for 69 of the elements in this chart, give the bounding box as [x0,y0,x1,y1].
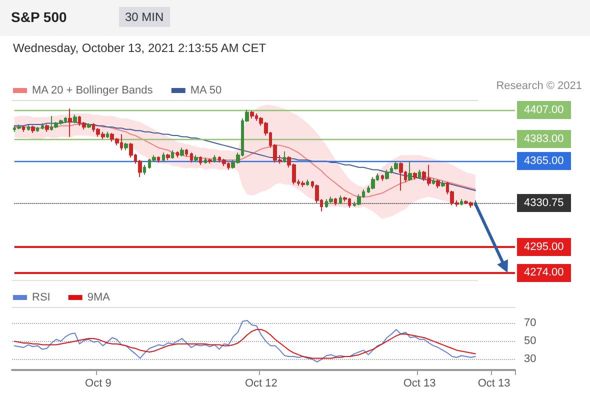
candlestick [432,178,435,185]
candlestick [385,169,389,180]
candlestick [17,124,21,130]
candlestick [171,150,174,160]
candlestick [87,122,91,129]
candlestick [45,124,49,132]
y-tick-label: 4365.00 [524,155,564,168]
legend-label: MA 50 [190,84,222,96]
candlestick [22,125,25,132]
candlestick [31,125,35,134]
candlestick [190,152,193,163]
legend-label: MA 20 + Bollinger Bands [32,84,154,96]
candlestick [334,197,337,206]
line-series [14,320,476,362]
candlestick [339,195,342,205]
candlestick [213,154,216,163]
y-tick-label: 4274.00 [524,266,564,279]
candlestick [394,160,398,170]
candlestick [162,152,165,162]
x-tick-label: Oct 13 [478,378,510,390]
candlestick [73,114,77,124]
candlestick [441,180,445,188]
candlestick [185,148,188,157]
candlestick [301,180,305,188]
candlestick [222,158,226,167]
legend-label: 9MA [87,292,111,304]
candlestick [157,156,160,163]
candlestick [306,179,309,186]
candlestick [36,126,39,132]
x-tick-label: Oct 12 [244,378,278,390]
candlestick [180,147,184,157]
y-tick-label: 4383.00 [524,133,564,146]
line-series [14,329,476,359]
y-tick-label: 70 [524,317,536,330]
candlestick [418,169,421,179]
candlestick [283,150,286,163]
candlestick [194,154,198,162]
candlestick [250,110,254,119]
candlestick [371,176,375,190]
y-tick-label: 50 [524,335,536,348]
candlestick [176,150,179,158]
y-tick-label: 4330.75 [524,197,564,210]
candlestick [204,157,207,164]
candlestick [436,179,440,189]
candlestick [166,153,170,160]
text: 30 MIN [119,7,170,27]
x-tick-label: Oct 13 [403,378,436,390]
candlestick [124,142,128,151]
y-tick-label: 4407.00 [524,104,564,116]
candlestick [68,108,72,138]
text: Wednesday, October 13, 2021 2:13:55 AM CET [13,41,266,55]
candlestick [357,194,361,206]
candlestick [143,164,146,176]
legend-label: RSI [32,292,50,304]
candlestick [408,160,412,182]
candlestick [460,198,463,206]
candlestick [381,174,384,182]
candlestick [41,122,44,130]
candlestick [208,158,212,164]
candlestick [399,162,403,192]
candlestick [199,156,202,166]
chart-title: S&P 500 [11,9,67,25]
text: Research © 2021 [496,80,582,92]
y-tick-label: 4295.00 [524,240,564,253]
y-tick-label: 30 [524,353,536,366]
candlestick [413,172,417,180]
x-tick-label: Oct 9 [85,378,112,390]
candlestick [27,124,30,132]
candlestick [106,131,109,138]
